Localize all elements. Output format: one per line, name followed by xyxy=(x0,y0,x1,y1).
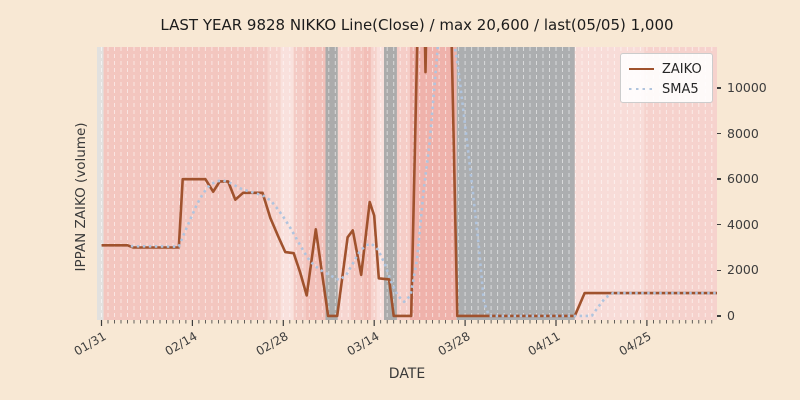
x-tick-label: 04/25 xyxy=(616,329,654,359)
y-tick-mark xyxy=(717,269,721,271)
x-tick-label: 01/31 xyxy=(71,329,109,359)
chart-title: LAST YEAR 9828 NIKKO Line(Close) / max 2… xyxy=(160,16,674,34)
y-tick-label: 0 xyxy=(727,307,735,323)
y-tick-label: 6000 xyxy=(727,171,759,187)
day-band xyxy=(293,47,306,320)
plot-area xyxy=(97,47,717,320)
y-tick-label: 4000 xyxy=(727,216,759,232)
zaiko-line-swatch-icon xyxy=(629,68,654,70)
y-tick-mark xyxy=(717,315,721,317)
y-axis-label: IPPAN ZAIKO (volume) xyxy=(73,122,89,272)
x-tick-label: 03/28 xyxy=(435,329,473,359)
x-tick-label: 02/14 xyxy=(162,329,200,359)
x-tick-label: 04/11 xyxy=(526,329,563,359)
day-band xyxy=(350,47,364,320)
y-tick-label: 8000 xyxy=(727,125,759,141)
x-axis-label: DATE xyxy=(388,366,426,382)
y-tick-mark xyxy=(717,132,721,135)
y-tick-label: 10000 xyxy=(727,80,767,96)
day-band xyxy=(409,47,457,320)
legend-label-zaiko: ZAIKO xyxy=(662,61,702,77)
y-tick-mark xyxy=(717,178,721,180)
day-band xyxy=(254,47,268,320)
legend-label-sma5: SMA5 xyxy=(662,81,699,97)
day-band xyxy=(267,47,281,320)
legend-item-zaiko: ZAIKO xyxy=(629,60,705,78)
legend-item-sma5: SMA5 xyxy=(629,80,705,98)
x-axis-ticks xyxy=(100,320,713,326)
day-band xyxy=(337,47,351,320)
day-band xyxy=(396,47,410,320)
legend: ZAIKO SMA5 xyxy=(620,53,713,103)
y-tick-mark xyxy=(717,87,721,89)
plot-canvas xyxy=(97,47,717,320)
day-band xyxy=(325,47,338,320)
minor-ticks xyxy=(107,320,713,324)
series-line-zaiko xyxy=(101,47,717,318)
major-ticks xyxy=(100,320,648,326)
series-line-sma5 xyxy=(130,47,717,318)
y-tick-mark xyxy=(717,224,721,226)
x-tick-label: 03/14 xyxy=(344,329,382,359)
x-tick-label: 02/28 xyxy=(253,329,291,359)
sma5-dotted-swatch-icon xyxy=(629,87,654,91)
day-band xyxy=(97,47,104,320)
daily-gridlines xyxy=(101,47,713,320)
y-tick-label: 2000 xyxy=(727,262,759,278)
day-band xyxy=(280,47,294,320)
day-band xyxy=(456,47,575,320)
